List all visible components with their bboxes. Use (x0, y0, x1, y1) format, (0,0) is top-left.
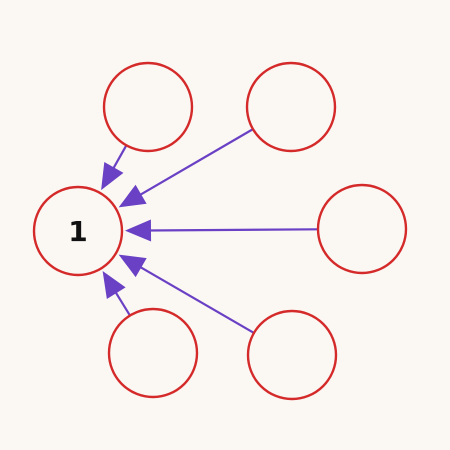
edge-bottom-left-to-center (102, 271, 131, 317)
node-top-left (102, 61, 194, 153)
edge-top-right-to-center (118, 128, 254, 208)
edge-bottom-right-to-center (118, 254, 255, 334)
edge-line (146, 228, 319, 232)
arrowhead-icon (118, 184, 147, 208)
node-right (316, 183, 408, 275)
nodes-layer: 1 (32, 61, 408, 401)
edges-layer (101, 128, 319, 334)
arrowhead-icon (118, 254, 147, 278)
node-circle (102, 61, 194, 153)
node-center: 1 (32, 185, 124, 277)
edge-line (110, 144, 128, 172)
node-circle (246, 309, 338, 401)
node-circle (316, 183, 408, 275)
node-bottom-right (246, 309, 338, 401)
node-bottom-left (107, 307, 199, 399)
edge-line (137, 128, 254, 198)
arrowhead-icon (124, 219, 152, 242)
node-circle (107, 307, 199, 399)
node-top-right (245, 61, 337, 153)
edge-line (137, 264, 255, 334)
edge-top-left-to-center (101, 144, 128, 191)
node-label: 1 (68, 215, 87, 248)
node-circle (32, 185, 124, 277)
edge-line (113, 289, 131, 317)
arrowhead-icon (101, 162, 124, 191)
arrowhead-icon (102, 271, 126, 299)
edge-right-to-center (124, 219, 319, 242)
node-circle (245, 61, 337, 153)
